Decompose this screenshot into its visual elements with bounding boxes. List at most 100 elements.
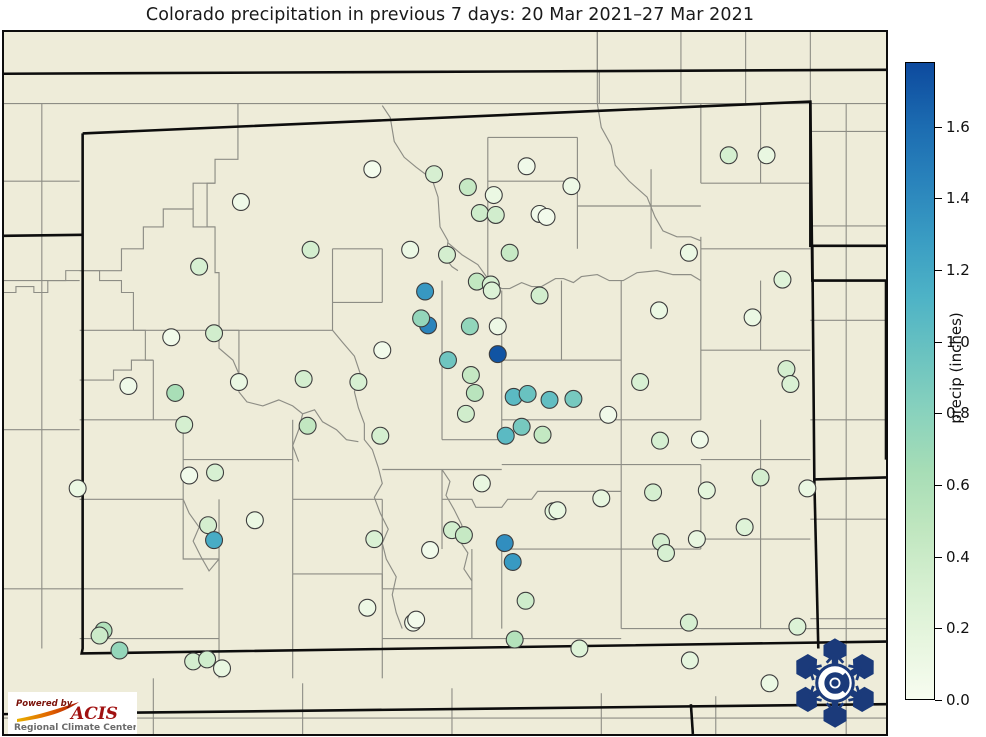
station-marker[interactable] <box>773 270 792 289</box>
station-marker[interactable] <box>454 526 473 545</box>
station-marker[interactable] <box>530 286 549 305</box>
colorbar-tick-label: 0.0 <box>946 691 970 709</box>
station-marker[interactable] <box>500 243 519 262</box>
station-marker[interactable] <box>456 404 475 423</box>
station-marker[interactable] <box>180 466 199 485</box>
station-marker[interactable] <box>735 518 754 537</box>
station-marker[interactable] <box>757 146 776 165</box>
station-marker[interactable] <box>245 511 264 530</box>
station-marker[interactable] <box>198 650 217 669</box>
acis-logo[interactable]: Powered by ACIS Regional Climate Centers <box>8 692 137 734</box>
colorbar-tick-label: 1.2 <box>946 260 970 279</box>
station-marker[interactable] <box>690 430 709 449</box>
station-marker[interactable] <box>486 205 505 224</box>
station-marker[interactable] <box>421 541 440 560</box>
station-marker[interactable] <box>488 317 507 336</box>
station-marker[interactable] <box>512 417 531 436</box>
station-marker[interactable] <box>540 390 559 409</box>
station-marker[interactable] <box>719 146 738 165</box>
colorbar-tick-mark <box>935 269 942 271</box>
station-marker[interactable] <box>407 610 426 629</box>
station-marker[interactable] <box>190 257 209 276</box>
station-marker[interactable] <box>488 345 507 364</box>
station-marker[interactable] <box>229 373 248 392</box>
station-marker[interactable] <box>205 531 224 550</box>
station-marker[interactable] <box>798 479 817 498</box>
station-marker[interactable] <box>496 426 515 445</box>
station-marker[interactable] <box>548 501 567 520</box>
acis-wordmark: ACIS <box>69 704 118 724</box>
station-marker[interactable] <box>373 341 392 360</box>
station-marker[interactable] <box>416 282 435 301</box>
station-marker[interactable] <box>518 384 537 403</box>
station-marker[interactable] <box>687 530 706 549</box>
station-marker[interactable] <box>205 324 224 343</box>
station-marker[interactable] <box>298 416 317 435</box>
station-marker[interactable] <box>460 317 479 336</box>
station-marker[interactable] <box>365 530 384 549</box>
station-marker[interactable] <box>570 639 589 658</box>
station-marker[interactable] <box>680 651 699 670</box>
station-marker[interactable] <box>425 165 444 184</box>
station-marker[interactable] <box>458 178 477 197</box>
station-marker[interactable] <box>788 617 807 636</box>
station-marker[interactable] <box>516 591 535 610</box>
station-marker[interactable] <box>199 516 218 535</box>
station-marker[interactable] <box>119 376 138 395</box>
station-marker[interactable] <box>743 308 762 327</box>
station-marker[interactable] <box>533 425 552 444</box>
station-marker[interactable] <box>651 431 670 450</box>
station-marker[interactable] <box>363 160 382 179</box>
station-marker[interactable] <box>110 641 129 660</box>
colorbar-tick-mark <box>935 484 942 486</box>
station-marker[interactable] <box>482 281 501 300</box>
station-marker[interactable] <box>358 598 377 617</box>
station-marker[interactable] <box>517 157 536 176</box>
station-marker[interactable] <box>371 426 390 445</box>
station-marker[interactable] <box>592 489 611 508</box>
station-marker[interactable] <box>679 243 698 262</box>
station-marker[interactable] <box>777 360 796 379</box>
colorbar-tick-mark <box>935 628 942 630</box>
station-marker[interactable] <box>599 405 618 424</box>
station-marker[interactable] <box>564 389 583 408</box>
station-marker[interactable] <box>461 366 480 385</box>
station-marker[interactable] <box>644 483 663 502</box>
colorbar[interactable]: 0.0 0.2 0.4 0.6 0.8 1.0 1.2 1.4 1.6 <box>905 62 970 709</box>
station-marker[interactable] <box>231 193 250 212</box>
station-marker[interactable] <box>438 351 457 370</box>
station-marker[interactable] <box>470 203 489 222</box>
station-marker[interactable] <box>175 415 194 434</box>
station-marker[interactable] <box>484 186 503 205</box>
station-marker[interactable] <box>213 659 232 678</box>
station-marker[interactable] <box>472 474 491 493</box>
station-marker[interactable] <box>751 468 770 487</box>
station-marker[interactable] <box>301 240 320 259</box>
map-canvas[interactable] <box>2 30 888 736</box>
station-marker[interactable] <box>650 301 669 320</box>
station-marker[interactable] <box>495 534 514 553</box>
station-marker[interactable] <box>162 328 181 347</box>
station-marker[interactable] <box>68 479 87 498</box>
station-marker[interactable] <box>294 370 313 389</box>
station-marker[interactable] <box>166 383 185 402</box>
station-marker[interactable] <box>781 374 800 393</box>
station-marker[interactable] <box>697 481 716 500</box>
station-marker[interactable] <box>90 626 109 645</box>
station-marker[interactable] <box>505 630 524 649</box>
station-marker[interactable] <box>562 177 581 196</box>
station-marker[interactable] <box>656 544 676 563</box>
station-marker[interactable] <box>349 373 368 392</box>
station-marker[interactable] <box>503 552 522 571</box>
precipitation-station-markers[interactable] <box>68 146 817 693</box>
station-marker[interactable] <box>760 674 779 693</box>
station-marker[interactable] <box>465 383 484 402</box>
station-marker[interactable] <box>206 463 225 482</box>
station-marker[interactable] <box>679 613 698 632</box>
colorado-state-border-east-upper <box>809 101 886 248</box>
station-marker[interactable] <box>631 373 650 392</box>
station-marker[interactable] <box>401 240 420 259</box>
station-marker[interactable] <box>412 309 431 328</box>
station-marker[interactable] <box>437 245 457 264</box>
station-marker[interactable] <box>537 207 556 226</box>
